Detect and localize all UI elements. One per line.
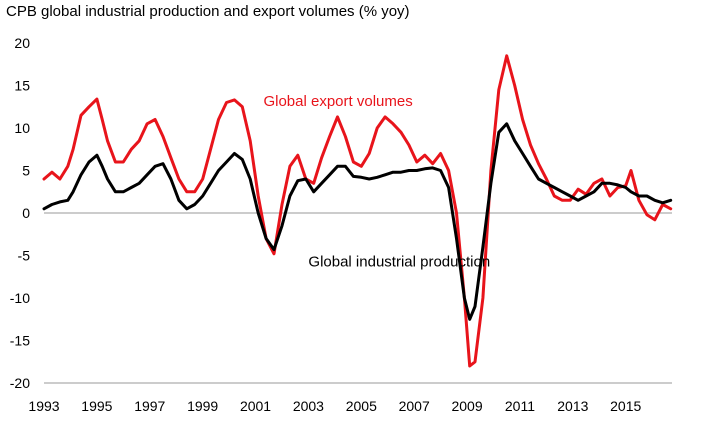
chart-title: CPB global industrial production and exp… [6, 3, 410, 20]
x-tick-label: 2005 [346, 398, 377, 414]
x-tick-label: 1993 [28, 398, 59, 414]
x-tick-label: 2003 [293, 398, 324, 414]
y-tick-label: -5 [18, 248, 31, 264]
y-tick-label: 15 [14, 78, 30, 94]
x-tick-label: 1995 [81, 398, 112, 414]
y-tick-label: -15 [10, 333, 30, 349]
x-tick-label: 2007 [399, 398, 430, 414]
series-lines [42, 54, 673, 368]
series-label-export-volumes: Global export volumes [263, 93, 412, 110]
x-tick-label: 2011 [505, 398, 535, 414]
x-tick-label: 2015 [610, 398, 641, 414]
x-tick-label: 1999 [187, 398, 218, 414]
y-tick-label: 5 [22, 163, 30, 179]
annotations: Global export volumes Global industrial p… [263, 93, 490, 271]
x-tick-label: 2009 [451, 398, 482, 414]
x-tick-label: 2001 [240, 398, 271, 414]
series-label-industrial-production: Global industrial production [308, 254, 490, 271]
x-tick-label: 1997 [134, 398, 165, 414]
series-line-industrial-production [42, 122, 673, 321]
y-tick-label: 20 [14, 35, 30, 51]
series-line-export-volumes [42, 54, 673, 368]
y-tick-label: 0 [22, 205, 30, 221]
y-tick-label: 10 [14, 120, 30, 136]
y-tick-label: -10 [10, 290, 30, 306]
x-tick-label: 2013 [557, 398, 588, 414]
y-tick-label: -20 [10, 375, 30, 391]
